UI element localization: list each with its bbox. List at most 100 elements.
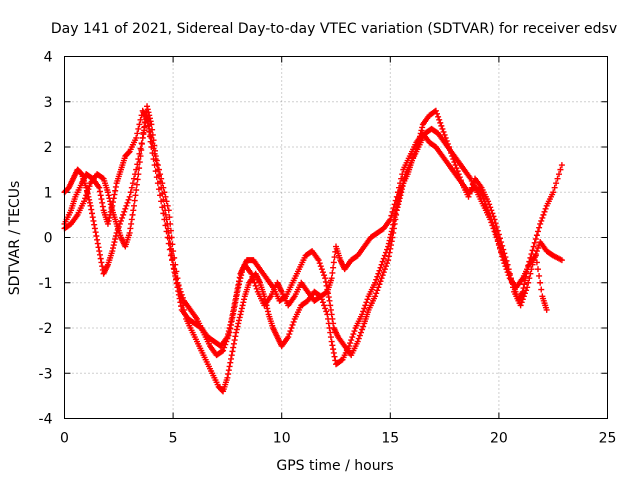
- plus-marker: [141, 127, 148, 134]
- plus-marker: [499, 253, 506, 260]
- plus-marker: [117, 217, 124, 224]
- plus-marker: [95, 244, 102, 251]
- plus-marker: [137, 153, 144, 160]
- plus-marker: [83, 192, 90, 199]
- plus-marker: [487, 216, 494, 223]
- plus-marker: [317, 293, 324, 300]
- plus-marker: [112, 183, 119, 190]
- plus-marker: [530, 243, 537, 250]
- x-axis-label: GPS time / hours: [276, 458, 393, 474]
- plus-marker: [315, 257, 322, 264]
- plus-marker: [393, 207, 400, 214]
- plus-marker: [91, 221, 98, 228]
- plus-marker: [539, 214, 546, 221]
- plus-marker: [133, 181, 140, 188]
- plus-marker: [112, 232, 119, 239]
- plus-marker: [360, 308, 367, 315]
- plus-marker: [553, 180, 560, 187]
- plus-marker: [93, 232, 100, 239]
- plus-marker: [496, 245, 503, 252]
- y-tick-label: 4: [44, 50, 53, 66]
- plus-marker: [558, 257, 565, 264]
- plus-marker: [378, 275, 385, 282]
- plus-marker: [384, 246, 391, 253]
- plus-marker: [501, 260, 508, 267]
- plus-marker: [82, 195, 89, 202]
- plus-marker: [139, 134, 146, 141]
- plus-marker: [375, 284, 382, 291]
- plus-marker: [555, 171, 562, 178]
- plus-marker: [285, 334, 292, 341]
- plus-marker: [490, 213, 497, 220]
- plus-marker: [523, 287, 530, 294]
- plus-marker: [126, 193, 133, 200]
- plus-marker: [182, 311, 189, 318]
- plus-marker: [466, 190, 473, 197]
- y-axis-label: SDTVAR / TECUs: [7, 181, 23, 296]
- plus-marker: [489, 210, 496, 217]
- plus-marker: [379, 272, 386, 279]
- plus-marker: [235, 317, 242, 324]
- plus-marker: [112, 236, 119, 243]
- plus-marker: [157, 171, 164, 178]
- plus-marker: [146, 133, 153, 140]
- plus-marker: [144, 106, 151, 113]
- plus-marker: [233, 329, 240, 336]
- plus-marker: [319, 269, 326, 276]
- plus-marker: [236, 314, 243, 321]
- plus-marker: [94, 240, 101, 247]
- plus-marker: [176, 285, 183, 292]
- plus-marker: [218, 348, 225, 355]
- plus-marker: [224, 374, 231, 381]
- plus-marker: [124, 199, 131, 206]
- plus-marker: [99, 203, 106, 210]
- plus-marker: [109, 248, 116, 255]
- plus-marker: [233, 291, 240, 298]
- plus-marker: [81, 198, 88, 205]
- plus-marker: [318, 296, 325, 303]
- plus-marker: [138, 147, 145, 154]
- plus-marker: [377, 278, 384, 285]
- plus-marker: [330, 346, 337, 353]
- plus-marker: [387, 245, 394, 252]
- plus-marker: [281, 294, 288, 301]
- plus-marker: [453, 165, 460, 172]
- plus-marker: [349, 334, 356, 341]
- plus-marker: [436, 116, 443, 123]
- plus-marker: [111, 239, 118, 246]
- plus-marker: [316, 260, 323, 267]
- plus-marker: [136, 121, 143, 128]
- plus-marker: [98, 259, 105, 266]
- plus-marker: [439, 125, 446, 132]
- plus-marker: [500, 257, 507, 264]
- plus-marker: [144, 117, 151, 124]
- plus-marker: [238, 272, 245, 279]
- plus-marker: [96, 251, 103, 258]
- plus-marker: [170, 248, 177, 255]
- plus-marker: [87, 202, 94, 209]
- plus-marker: [531, 239, 538, 246]
- plus-marker: [321, 272, 328, 279]
- plus-marker: [329, 342, 336, 349]
- plus-marker: [129, 180, 136, 187]
- plus-marker: [348, 337, 355, 344]
- plus-marker: [234, 288, 241, 295]
- plus-marker: [232, 299, 239, 306]
- plus-marker: [524, 284, 531, 291]
- plus-marker: [263, 302, 270, 309]
- x-tick-label: 5: [169, 431, 178, 447]
- plus-marker: [144, 103, 151, 110]
- plus-marker: [377, 264, 384, 271]
- plus-marker: [374, 273, 381, 280]
- plus-marker: [551, 184, 558, 191]
- plus-marker: [264, 305, 271, 312]
- plus-marker: [164, 234, 171, 241]
- x-tick-label: 10: [273, 431, 291, 447]
- plus-marker: [360, 323, 367, 330]
- plus-marker: [373, 276, 380, 283]
- plus-marker: [532, 252, 539, 259]
- plus-marker: [465, 193, 472, 200]
- plus-marker: [105, 217, 112, 224]
- plus-marker: [228, 355, 235, 362]
